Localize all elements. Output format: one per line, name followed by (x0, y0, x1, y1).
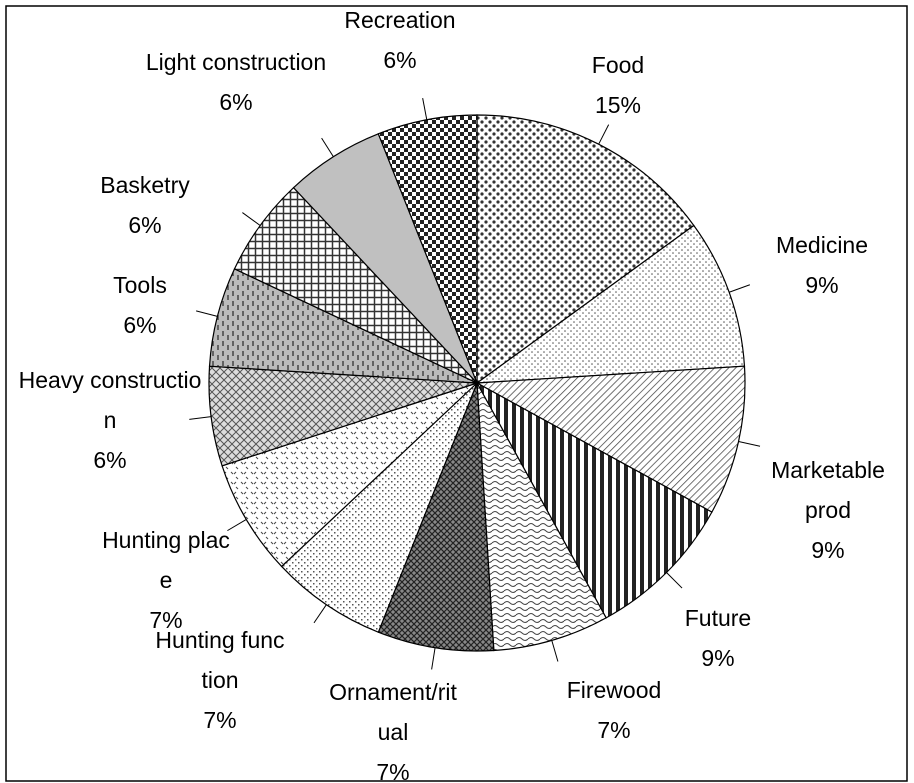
value-label: 6% (219, 89, 253, 115)
value-label: 7% (149, 607, 183, 633)
slice-label: Tools 6% (90, 265, 190, 345)
slice-label: Basketry 6% (80, 165, 210, 245)
value-label: 6% (123, 312, 157, 338)
value-label: 6% (93, 447, 127, 473)
slice-label: Hunting place 7% (101, 520, 231, 640)
slice-label: Food 15% (563, 45, 673, 125)
leader-line (321, 137, 334, 157)
leader-line (738, 440, 761, 447)
category-label: Firewood (566, 677, 662, 703)
leader-line (422, 98, 428, 120)
frame (5, 5, 908, 782)
value-label: 15% (594, 92, 642, 118)
category-label: Ornament/ritual (329, 679, 457, 745)
value-label: 9% (811, 537, 845, 563)
leader-line (195, 310, 218, 317)
category-label: Heavy construction (18, 367, 202, 433)
value-label: 7% (376, 759, 410, 783)
leader-line (551, 640, 559, 662)
pie-slice (475, 381, 713, 619)
leader-line (598, 124, 610, 145)
pie-slice (474, 365, 746, 513)
category-label: Recreation (344, 7, 456, 33)
leader-line (431, 647, 436, 670)
pie-slice (221, 382, 478, 568)
slice-label: Hunting function 7% (155, 620, 285, 740)
slice-label: Marketable prod 9% (763, 450, 893, 570)
category-label: Tools (113, 272, 167, 298)
value-label: 7% (203, 707, 237, 733)
category-label: Future (684, 605, 752, 631)
category-label: Light construction (145, 49, 327, 75)
category-label: Hunting function (155, 627, 285, 693)
value-label: 9% (701, 645, 735, 671)
slice-label: Heavy construction 6% (15, 360, 205, 480)
pie-slice (280, 382, 478, 633)
leader-line (242, 212, 261, 226)
leader-line (227, 518, 247, 532)
category-label: Food (591, 52, 645, 78)
value-label: 9% (805, 272, 839, 298)
pie-slice (474, 224, 746, 384)
leader-line (666, 572, 683, 589)
value-label: 7% (597, 717, 631, 743)
slice-label: Future 9% (673, 598, 763, 678)
pie-slice (377, 382, 495, 652)
pie-slice (476, 114, 695, 385)
slice-label: Light construction 6% (136, 42, 336, 122)
value-label: 6% (383, 47, 417, 73)
pie-slice (377, 114, 478, 384)
leader-line (313, 604, 327, 624)
leader-line (189, 416, 212, 420)
category-label: Medicine (775, 232, 869, 258)
slice-label: Ornament/ritual 7% (328, 672, 458, 783)
slice-label: Recreation 6% (320, 0, 480, 80)
category-label: Marketable prod (771, 457, 885, 523)
value-label: 6% (128, 212, 162, 238)
category-label: Hunting place (102, 527, 230, 593)
slice-label: Medicine 9% (762, 225, 882, 305)
pie-slice (476, 382, 607, 652)
slice-label: Firewood 7% (549, 670, 679, 750)
category-label: Basketry (100, 172, 190, 198)
leader-line (728, 284, 751, 293)
